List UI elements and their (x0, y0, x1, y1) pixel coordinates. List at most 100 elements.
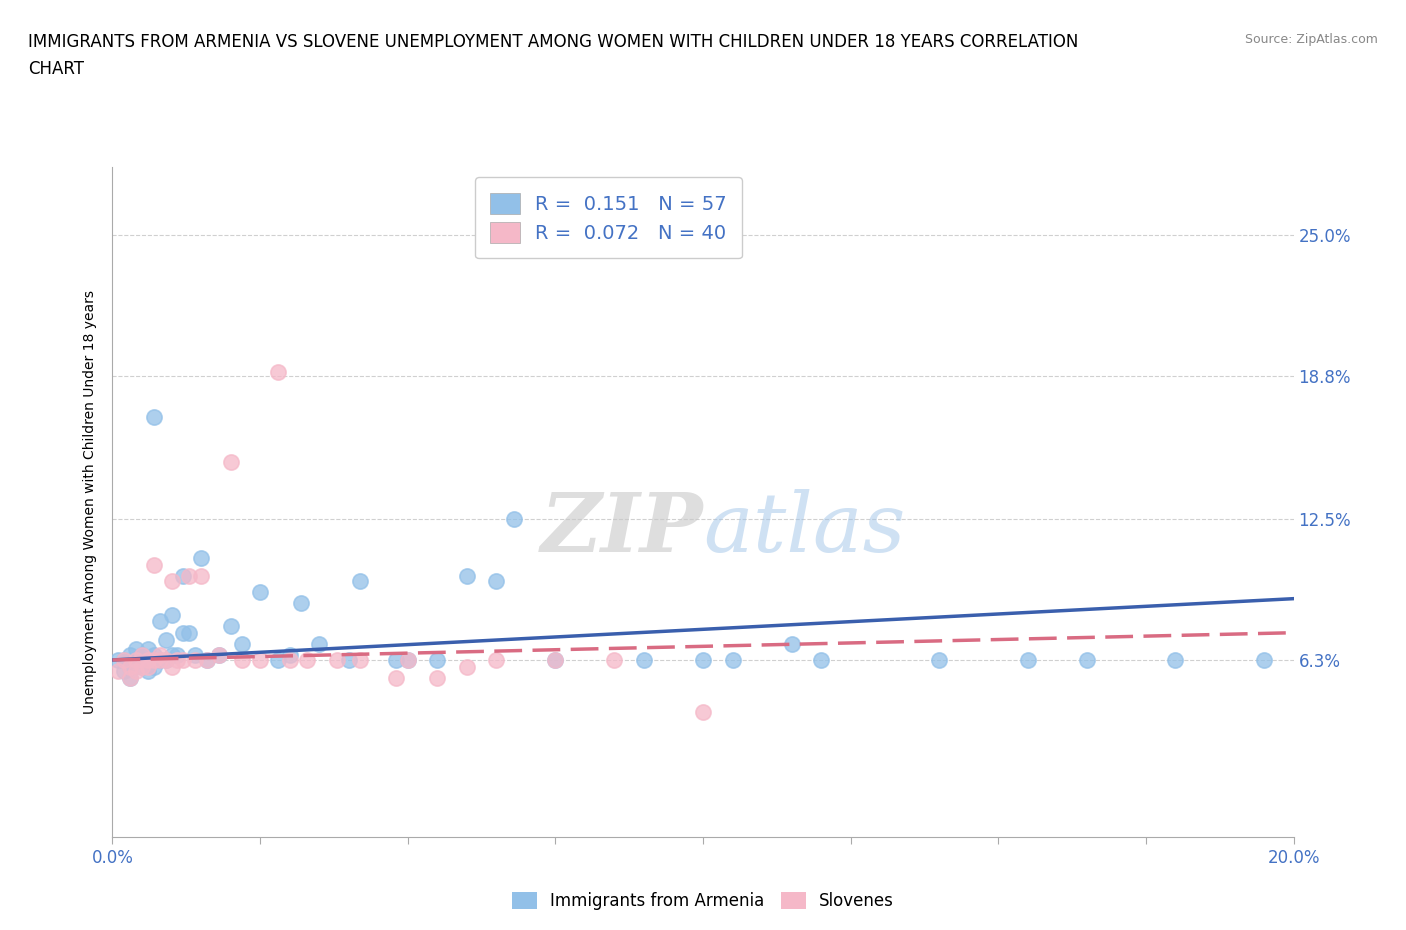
Point (166, 653, 188, 668)
Point (426, 653, 449, 668)
Point (172, 625, 194, 640)
Point (503, 512, 526, 526)
Point (149, 653, 172, 668)
Point (131, 648, 153, 663)
Point (219, 455, 242, 470)
Point (125, 653, 148, 668)
Point (179, 568, 201, 583)
Point (131, 648, 153, 663)
Point (184, 653, 207, 668)
Point (810, 653, 832, 668)
Point (297, 653, 319, 668)
Point (160, 648, 183, 663)
Point (603, 653, 626, 668)
Point (160, 659, 183, 674)
Point (155, 653, 177, 668)
Point (107, 653, 129, 668)
Point (142, 659, 165, 674)
Point (136, 664, 159, 679)
Point (120, 671, 142, 685)
Point (337, 653, 360, 668)
Point (136, 659, 159, 674)
Point (385, 671, 408, 685)
Legend: R =  0.151   N = 57, R =  0.072   N = 40: R = 0.151 N = 57, R = 0.072 N = 40 (475, 177, 742, 259)
Point (195, 653, 218, 668)
Point (155, 653, 177, 668)
Text: Source: ZipAtlas.com: Source: ZipAtlas.com (1244, 33, 1378, 46)
Point (456, 659, 478, 674)
Point (456, 568, 478, 583)
Point (160, 573, 183, 588)
Point (249, 584, 271, 599)
Point (125, 653, 148, 668)
Point (396, 653, 419, 668)
Point (112, 653, 135, 668)
Point (544, 653, 567, 668)
Point (208, 648, 231, 663)
Text: IMMIGRANTS FROM ARMENIA VS SLOVENE UNEMPLOYMENT AMONG WOMEN WITH CHILDREN UNDER : IMMIGRANTS FROM ARMENIA VS SLOVENE UNEMP… (28, 33, 1078, 50)
Point (278, 648, 301, 663)
Point (1164, 653, 1187, 668)
Point (290, 596, 312, 611)
Point (308, 637, 330, 652)
Point (385, 653, 408, 668)
Point (172, 568, 194, 583)
Text: atlas: atlas (703, 489, 905, 569)
Legend: Immigrants from Armenia, Slovenes: Immigrants from Armenia, Slovenes (505, 885, 901, 917)
Point (721, 653, 744, 668)
Point (160, 607, 183, 622)
Point (125, 641, 148, 656)
Point (149, 648, 172, 663)
Point (190, 551, 212, 565)
Point (142, 409, 165, 424)
Point (190, 568, 212, 583)
Point (208, 648, 231, 663)
Point (112, 664, 135, 679)
Point (120, 659, 142, 674)
Point (195, 653, 218, 668)
Point (136, 653, 159, 668)
Point (780, 637, 803, 652)
Point (1253, 653, 1275, 668)
Point (249, 653, 271, 668)
Point (692, 653, 714, 668)
Point (396, 653, 419, 668)
Text: ZIP: ZIP (540, 489, 703, 569)
Point (131, 659, 153, 674)
Point (149, 614, 172, 629)
Point (155, 632, 177, 647)
Text: CHART: CHART (28, 60, 84, 78)
Point (142, 653, 165, 668)
Point (267, 365, 290, 379)
Point (485, 573, 508, 588)
Point (426, 671, 449, 685)
Point (1076, 653, 1098, 668)
Point (120, 671, 142, 685)
Y-axis label: Unemployment Among Women with Children Under 18 years: Unemployment Among Women with Children U… (83, 290, 97, 714)
Point (1017, 653, 1039, 668)
Point (149, 653, 172, 668)
Point (179, 625, 201, 640)
Point (120, 659, 142, 674)
Point (172, 653, 194, 668)
Point (349, 653, 371, 668)
Point (485, 653, 508, 668)
Point (184, 648, 207, 663)
Point (125, 664, 148, 679)
Point (231, 637, 253, 652)
Point (136, 653, 159, 668)
Point (131, 659, 153, 674)
Point (544, 653, 567, 668)
Point (633, 653, 655, 668)
Point (131, 653, 153, 668)
Point (112, 653, 135, 668)
Point (231, 653, 253, 668)
Point (326, 653, 349, 668)
Point (692, 705, 714, 720)
Point (166, 648, 188, 663)
Point (349, 573, 371, 588)
Point (142, 648, 165, 663)
Point (142, 557, 165, 572)
Point (278, 653, 301, 668)
Point (120, 648, 142, 663)
